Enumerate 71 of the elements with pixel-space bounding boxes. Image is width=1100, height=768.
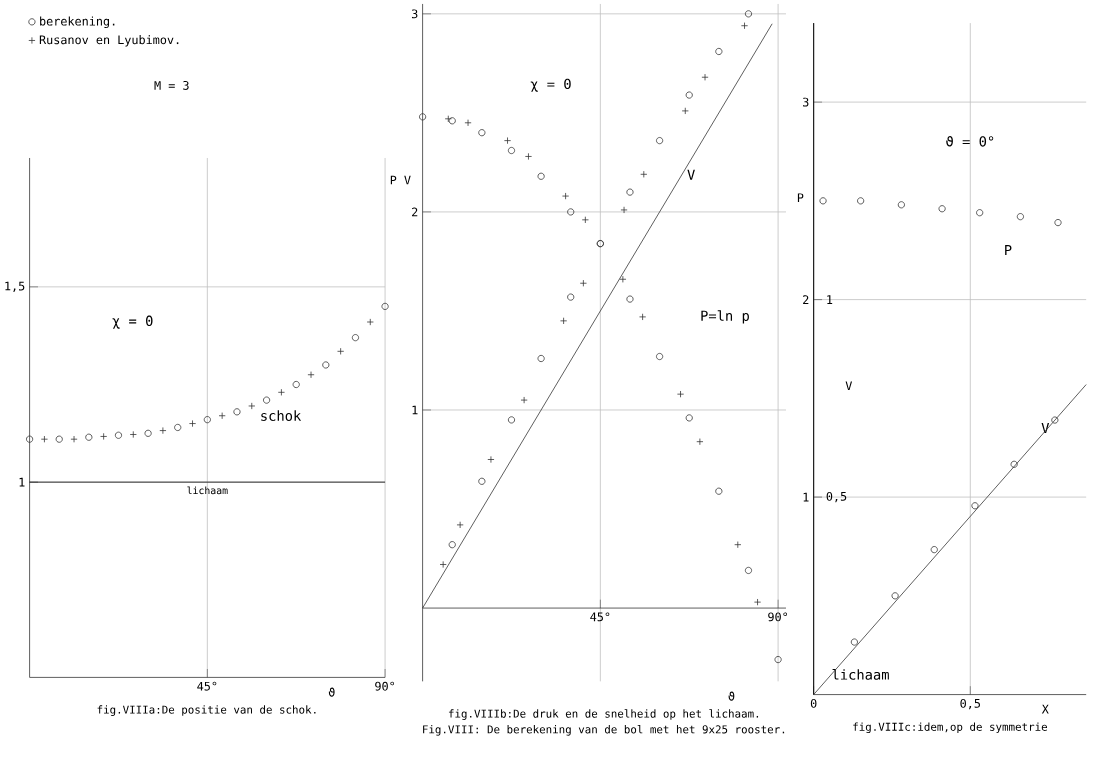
point — [100, 432, 108, 440]
point — [292, 380, 300, 388]
point — [419, 113, 427, 121]
point — [524, 152, 533, 160]
point — [159, 426, 167, 434]
point — [626, 295, 634, 303]
point — [774, 655, 782, 663]
point — [971, 502, 979, 510]
point — [248, 402, 256, 410]
point — [478, 129, 486, 137]
point — [337, 347, 345, 355]
point — [85, 433, 93, 441]
point — [681, 107, 689, 115]
point — [444, 115, 452, 123]
point — [639, 313, 647, 321]
point — [685, 414, 693, 422]
point — [567, 293, 575, 301]
point — [277, 388, 285, 396]
point — [579, 279, 587, 287]
point — [754, 598, 762, 606]
point — [307, 371, 315, 379]
point — [381, 302, 389, 310]
point — [537, 354, 545, 362]
point — [218, 412, 226, 420]
point — [114, 431, 123, 439]
point — [366, 318, 374, 326]
point — [507, 416, 516, 424]
point — [144, 429, 152, 437]
point — [581, 216, 589, 224]
point — [696, 438, 704, 446]
point — [1051, 416, 1059, 424]
point — [744, 10, 753, 18]
point — [203, 415, 211, 424]
point — [734, 541, 742, 549]
point — [715, 487, 723, 495]
point — [464, 119, 472, 127]
point — [850, 638, 858, 646]
point — [1010, 460, 1018, 468]
point — [562, 192, 570, 200]
point — [620, 206, 628, 214]
point — [448, 117, 456, 125]
point — [640, 170, 648, 178]
point — [676, 390, 685, 398]
point — [537, 172, 545, 180]
point — [40, 435, 48, 443]
point — [70, 435, 78, 443]
point — [656, 136, 664, 145]
point — [656, 352, 664, 360]
point — [560, 317, 568, 325]
point — [478, 477, 486, 485]
point — [744, 566, 753, 574]
point — [507, 146, 516, 154]
point — [930, 545, 938, 554]
point — [26, 435, 34, 443]
point — [448, 541, 456, 549]
point — [233, 408, 241, 416]
point — [715, 47, 723, 55]
point — [351, 333, 360, 342]
point — [626, 188, 634, 196]
point — [487, 455, 495, 463]
point — [619, 275, 627, 283]
point — [174, 423, 182, 431]
point — [322, 361, 330, 369]
point — [456, 521, 464, 529]
point — [685, 91, 693, 99]
point — [55, 435, 63, 443]
point — [567, 208, 575, 216]
point — [891, 592, 899, 600]
point — [701, 73, 709, 81]
point — [520, 396, 528, 404]
point — [263, 396, 271, 404]
